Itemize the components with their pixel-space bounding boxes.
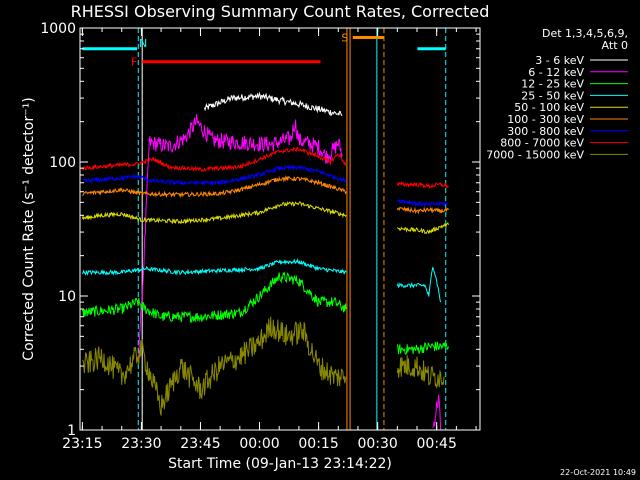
series-line	[82, 174, 347, 199]
series-line	[81, 271, 347, 323]
series-line	[396, 181, 449, 190]
legend-header: Det 1,3,4,5,6,9,	[542, 27, 628, 40]
y-tick-label: 100	[49, 155, 76, 171]
series-line	[396, 266, 442, 303]
series-line	[82, 164, 347, 187]
series-line	[396, 355, 445, 390]
y-tick-label: 1	[67, 423, 76, 439]
x-tick-label: 00:15	[298, 436, 338, 452]
footer-date: 22-Oct-2021 10:49	[560, 468, 636, 477]
x-tick-label: 00:30	[357, 436, 397, 452]
series-line	[82, 316, 347, 416]
x-tick-label: 23:45	[180, 436, 220, 452]
annotation-label: F	[131, 56, 137, 69]
series-line	[432, 394, 442, 430]
y-tick-label: 10	[58, 289, 76, 305]
x-tick-label: 23:30	[121, 436, 161, 452]
series-line	[81, 257, 347, 276]
annotation-label: N	[139, 37, 147, 50]
legend-label: 12 - 25 keV	[521, 78, 584, 91]
legend-label: 300 - 800 keV	[507, 125, 584, 138]
series-line	[203, 91, 343, 117]
x-tick-label: 00:45	[417, 436, 457, 452]
x-axis-label: Start Time (09-Jan-13 23:14:22)	[168, 456, 392, 472]
plot-frame	[79, 27, 481, 431]
annotation-label: S	[341, 31, 348, 44]
series-line	[396, 198, 449, 208]
series-line	[396, 206, 449, 215]
legend-label: 100 - 300 keV	[507, 113, 584, 126]
legend-label: 25 - 50 keV	[521, 89, 584, 102]
series-line	[137, 114, 343, 361]
legend-label: 7000 - 15000 keV	[486, 148, 584, 161]
legend-header: Att 0	[602, 39, 628, 52]
legend-label: 800 - 7000 keV	[500, 137, 584, 150]
chart-title: RHESSI Observing Summary Count Rates, Co…	[71, 2, 490, 21]
series-line	[81, 146, 347, 173]
y-axis-label: Corrected Count Rate (s⁻¹ detector⁻¹)	[21, 97, 37, 360]
series-line	[81, 200, 347, 225]
series-line	[396, 222, 449, 235]
y-tick-label: 1000	[40, 21, 76, 37]
x-tick-label: 23:15	[62, 436, 102, 452]
legend-label: 6 - 12 keV	[528, 66, 584, 79]
x-tick-label: 00:00	[239, 436, 279, 452]
legend-label: 50 - 100 keV	[514, 101, 584, 114]
legend-label: 3 - 6 keV	[535, 54, 584, 67]
series-line	[396, 341, 449, 356]
